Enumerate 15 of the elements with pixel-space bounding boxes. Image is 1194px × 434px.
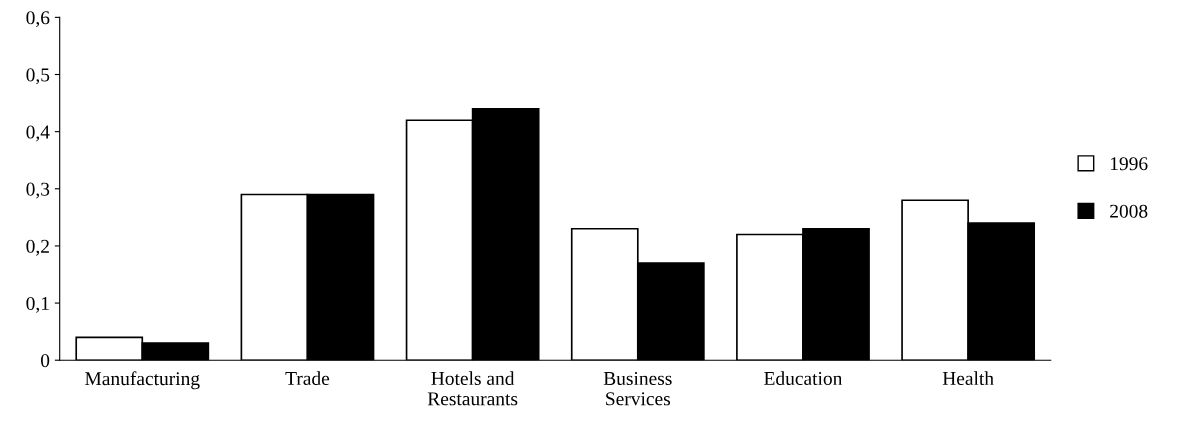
- y-tick-label: 0: [41, 354, 50, 368]
- y-tick-label: 0,1: [26, 296, 49, 313]
- x-tick-label: Trade: [285, 371, 330, 386]
- x-tick-label: Manufacturing: [85, 371, 200, 390]
- y-tick-label: 0,4: [26, 125, 50, 142]
- x-tick-label: Hotels and Restaurants: [427, 371, 518, 406]
- x-tick-label: Business Services: [603, 371, 672, 406]
- y-tick-label: 0,3: [26, 182, 50, 199]
- x-tick-label: Health: [942, 371, 994, 386]
- y-tick-label: 0,2: [26, 239, 49, 256]
- y-tick-label: 0,6: [26, 11, 50, 28]
- legend-label: 2008: [1110, 204, 1148, 218]
- y-tick-label: 0,5: [26, 68, 50, 85]
- x-tick-label: Education: [764, 371, 843, 386]
- legend-label: 1996: [1110, 157, 1148, 171]
